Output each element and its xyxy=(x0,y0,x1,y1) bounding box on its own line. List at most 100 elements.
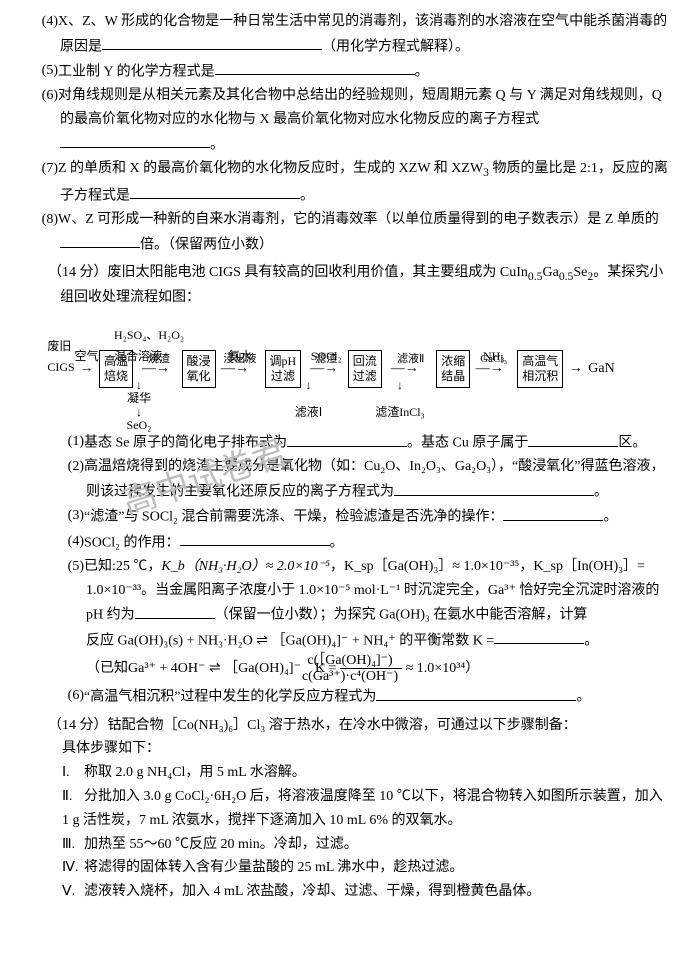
fl-o1: 凝华 xyxy=(127,391,151,405)
lab-16-2: (2) xyxy=(44,455,84,479)
fs: 废旧CIGS xyxy=(47,336,74,377)
blank-16-2[interactable] xyxy=(394,479,594,495)
fl-o4: 滤渣InCl₃ xyxy=(375,405,425,419)
q15-8: (8)W、Z 可形成一种新的自来水消毒剂，它的消毒效率（以单位质量得到的电子数表… xyxy=(18,208,670,257)
q16-5-l4a: （已知Ga³⁺ + 4OH⁻ ⇌ ［Ga(OH)₄]⁻ K = xyxy=(86,661,336,676)
flow-arr-3: 滤渣—→SOCl₂ xyxy=(308,357,344,381)
blank-15-8[interactable] xyxy=(60,232,140,248)
q16-3: (3)“滤渣”与 SOCl₂ 混合前需要洗涤、干燥，检验滤渣是否洗净的操作：。 xyxy=(44,504,670,529)
q16-5-l2t: （保留一位小数）；为探究 Ga(OH)₃ 在氨水中能否溶解，计算 xyxy=(215,608,588,623)
flow-down-1: ↓凝华↓SeO₂ xyxy=(127,379,152,432)
blank-16-1b[interactable] xyxy=(528,430,618,446)
q16-6: (6)“高温气相沉积”过程中发生的化学反应方程式为。 xyxy=(44,684,670,709)
blank-16-4[interactable] xyxy=(180,530,330,546)
q15-7: (7)Z 的单质和 X 的最高价氧化物的水化物反应时，生成的 XZW 和 XZW… xyxy=(18,157,670,208)
r5: Ⅴ. xyxy=(62,880,84,904)
q17-s5-t: 滤液转入烧杯，加入 4 mL 浓盐酸，冷却、过滤、干燥，得到橙黄色晶体。 xyxy=(84,884,540,899)
lab-15-6: (6) xyxy=(18,84,58,108)
q16-head: 16.（14 分）废旧太阳能电池 CIGS 具有较高的回收利用价值，其主要组成为… xyxy=(18,261,670,310)
q15-4: (4)X、Z、W 形成的化合物是一种日常生活中常见的消毒剂，该消毒剂的水溶液在空… xyxy=(18,10,670,59)
blank-16-6[interactable] xyxy=(376,684,576,700)
flow-arr-6: → xyxy=(567,357,585,381)
q16-2-tail: 。 xyxy=(594,485,608,500)
fl-mix: H₂SO₄、H₂O₂混合溶液 xyxy=(114,325,204,366)
flow-box-5: 浓缩结晶 xyxy=(436,350,470,388)
flow-arr-4: 滤液Ⅱ—→ xyxy=(389,357,433,381)
q15-8-t1: W、Z 可形成一种新的自来水消毒剂，它的消毒效率（以单位质量得到的电子数表示）是… xyxy=(58,212,659,227)
q15-6: (6)对角线规则是从相关元素及其化合物中总结出的经验规则，短周期元素 Q 与 Y… xyxy=(18,84,670,157)
q16-4-tail: 。 xyxy=(330,535,344,550)
r1: Ⅰ. xyxy=(62,761,84,785)
q17-sub: 具体步骤如下： xyxy=(18,737,670,761)
blank-16-3[interactable] xyxy=(503,504,603,520)
q15-7-t1: Z 的单质和 X 的最高价氧化物的水化物反应时，生成的 XZW 和 XZW xyxy=(58,161,483,176)
flow-arr-2: 浸出液—→氨水 xyxy=(219,357,261,381)
q16-5-l4b: ≈ 1.0×10³⁴） xyxy=(402,661,479,676)
q16-3-t1: “滤渣”与 SOCl₂ 混合前需要洗涤、干燥，检验滤渣是否洗净的操作： xyxy=(84,510,503,525)
q16-5-l3: 反应 Ga(OH)₃(s) + NH₃·H₂O ⇌ ［Ga(OH)₄]⁻ + N… xyxy=(86,633,494,648)
fl-nh3g: NH₃ xyxy=(483,346,505,366)
q16-5-fn: c(［Ga(OH)₄]⁻) xyxy=(340,653,402,669)
q17-s4: Ⅳ.将滤得的固体转入含有少量盐酸的 25 mL 沸水中，趁热过滤。 xyxy=(62,856,670,880)
flow-end: GaN xyxy=(588,361,614,376)
flow-down-3: ↓滤液Ⅰ xyxy=(295,379,323,419)
q16-1-t2: 。基态 Cu 原子属于 xyxy=(407,436,528,451)
q15-8-t2: 倍。（保留两位小数） xyxy=(140,237,273,252)
q17-s2: Ⅱ.分批加入 3.0 g CoCl₂·6H₂O 后，将溶液温度降至 10 ℃以下… xyxy=(62,785,670,833)
q16-5-tail1: 。 xyxy=(584,633,598,648)
q17-s2-t: 分批加入 3.0 g CoCl₂·6H₂O 后，将溶液温度降至 10 ℃以下，将… xyxy=(62,789,663,828)
blank-15-5[interactable] xyxy=(215,59,415,75)
q17-t: 钴配合物［Co(NH₃)₆］Cl₃ 溶于热水，在冷水中微溶，可通过以下步骤制备： xyxy=(108,718,577,733)
q16-intro1c: Se xyxy=(573,265,587,280)
q16-3-tail: 。 xyxy=(603,510,617,525)
q16-2: (2)高温焙烧得到的烧渣主要成分是氧化物（如：Cu₂O、In₂O₃、Ga₂O₃）… xyxy=(44,455,670,504)
q15-6-tail: 。 xyxy=(210,137,224,152)
q16-num: 16. xyxy=(18,261,48,285)
r4: Ⅳ. xyxy=(62,856,84,880)
lab-16-5: (5) xyxy=(44,555,84,579)
q16-pt: （14 分） xyxy=(48,265,108,280)
q17-num: 17. xyxy=(18,714,48,738)
q16-4: (4)SOCl₂ 的作用：。 xyxy=(44,530,670,555)
flow-arr-5: GaCl₃—→NH₃ xyxy=(474,357,514,381)
fl-o1b: SeO₂ xyxy=(127,418,152,432)
flowchart: 废旧CIGS →空气 高温焙烧 ↓凝华↓SeO₂ 烧渣—→H₂SO₄、H₂O₂混… xyxy=(48,350,670,388)
lab-15-5: (5) xyxy=(18,59,58,83)
q15-4-tail: （用化学方程式解释）。 xyxy=(322,39,469,54)
q16-1-t3: 区。 xyxy=(618,436,646,451)
blank-15-4[interactable] xyxy=(102,34,322,50)
flow-arr-0: →空气 xyxy=(78,357,96,381)
q16-5-kb: K_b（NH₃·H₂O）≈ 2.0×10⁻⁵ xyxy=(161,559,330,574)
q15-6-text: 对角线规则是从相关元素及其化合物中总结出的经验规则，短周期元素 Q 与 Y 满足… xyxy=(58,88,662,127)
q17-s5: Ⅴ.滤液转入烧杯，加入 4 mL 浓盐酸，冷却、过滤、干燥，得到橙黄色晶体。 xyxy=(62,880,670,904)
lab-15-8: (8) xyxy=(18,208,58,232)
fl-airin: 空气 xyxy=(74,346,98,366)
lab-16-1: (1) xyxy=(44,430,84,454)
flow-arr-1: 烧渣—→H₂SO₄、H₂O₂混合溶液 xyxy=(140,357,178,381)
fl-socl2: SOCl₂ xyxy=(311,346,342,366)
q16-6-tail: 。 xyxy=(576,690,590,705)
lab-15-7: (7) xyxy=(18,157,58,181)
q16-5-fd: c(Ga³⁺)·c⁴(OH⁻) xyxy=(340,669,402,684)
q16-1: (1)基态 Se 原子的简化电子排布式为 。基态 Cu 原子属于 区。 xyxy=(44,430,670,455)
flow-box-6: 高温气相沉积 xyxy=(517,350,563,388)
blank-16-1a[interactable] xyxy=(287,430,407,446)
q17-s4-t: 将滤得的固体转入含有少量盐酸的 25 mL 沸水中，趁热过滤。 xyxy=(84,860,463,875)
q17-pt: （14 分） xyxy=(48,718,108,733)
q17-s3-t: 加热至 55～60 ℃反应 20 min。冷却，过滤。 xyxy=(84,837,358,852)
blank-16-5a[interactable] xyxy=(135,602,215,618)
q16-1-t1: 基态 Se 原子的简化电子排布式为 xyxy=(84,436,287,451)
q16-intro1b: Ga xyxy=(542,265,558,280)
q16-5-t1: 已知:25 ℃， xyxy=(84,559,161,574)
q15-5: (5)工业制 Y 的化学方程式是。 xyxy=(18,59,670,84)
blank-15-6[interactable] xyxy=(60,132,210,148)
q17-s1-t: 称取 2.0 g NH₄Cl，用 5 mL 水溶解。 xyxy=(84,765,306,780)
blank-16-5b[interactable] xyxy=(494,628,584,644)
blank-15-7[interactable] xyxy=(130,183,300,199)
q17-s3: Ⅲ.加热至 55～60 ℃反应 20 min。冷却，过滤。 xyxy=(62,833,670,857)
q15-5-text: 工业制 Y 的化学方程式是 xyxy=(58,64,215,79)
q16-6-t: “高温气相沉积”过程中发生的化学反应方程式为 xyxy=(84,690,376,705)
r3: Ⅲ. xyxy=(62,833,84,857)
fl-o3: 滤液Ⅰ xyxy=(295,405,323,419)
q17-s1: Ⅰ.称取 2.0 g NH₄Cl，用 5 mL 水溶解。 xyxy=(62,761,670,785)
